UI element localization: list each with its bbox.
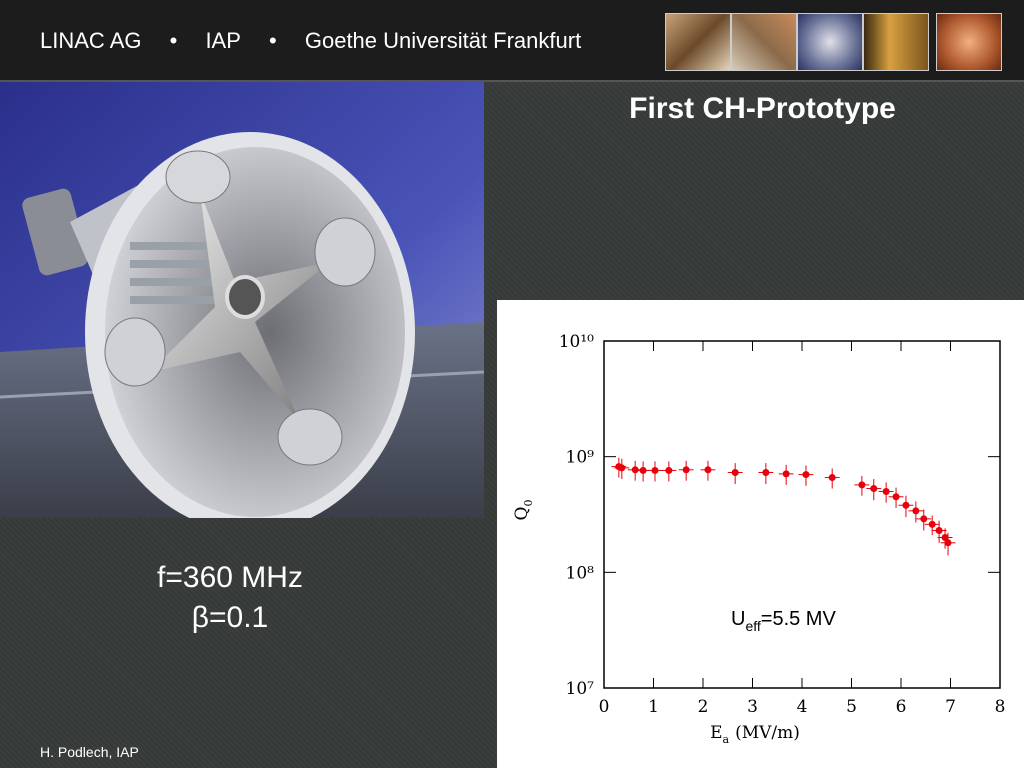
data-point [665, 466, 673, 474]
data-point [920, 515, 928, 523]
data-point [944, 539, 952, 547]
data-point [731, 468, 739, 476]
y-tick-label: 10¹⁰ [559, 332, 594, 352]
caption: f=360 MHz β=0.1 [90, 558, 370, 638]
data-point [639, 466, 647, 474]
data-point [704, 466, 712, 474]
header-text: LINAC AG • IAP • Goethe Universität Fran… [40, 28, 603, 54]
x-tick-label: 1 [648, 697, 659, 717]
x-tick-label: 5 [846, 697, 857, 717]
logo-image [731, 13, 797, 71]
data-point [651, 466, 659, 474]
data-point [870, 485, 878, 493]
header: LINAC AG • IAP • Goethe Universität Fran… [0, 0, 1024, 82]
prototype-photo [0, 82, 484, 518]
caption-line: f=360 MHz [157, 561, 303, 594]
data-point [902, 501, 910, 509]
logo-image [863, 13, 929, 71]
header-item: IAP [205, 28, 241, 53]
data-point [882, 487, 890, 495]
data-point [618, 464, 626, 472]
data-point [912, 507, 920, 515]
x-tick-label: 4 [797, 697, 808, 717]
logo-image [936, 13, 1002, 71]
logo-image [797, 13, 863, 71]
header-item: LINAC AG [40, 28, 142, 53]
annotation: Ueff=5.5 MV [731, 608, 836, 634]
chart: Ea (MV/m) Q0 Ueff=5.5 MV 0 1 2 3 4 5 6 7 8 10⁷ 10⁸ 1… [497, 300, 1024, 768]
chart-background [497, 300, 1024, 768]
x-tick-label: 8 [995, 697, 1006, 717]
data-point [928, 520, 936, 528]
data-point [782, 470, 790, 478]
data-point [682, 466, 690, 474]
data-point [892, 493, 900, 501]
data-point [762, 468, 770, 476]
data-point [941, 534, 949, 542]
y-tick-label: 10⁷ [566, 679, 595, 699]
x-tick-label: 3 [747, 697, 758, 717]
y-axis-label: Q0 [512, 500, 535, 521]
y-tick-label: 10⁸ [566, 563, 595, 583]
data-point [631, 466, 639, 474]
x-axis-label: Ea (MV/m) [710, 723, 800, 746]
data-point [935, 526, 943, 534]
data-point [858, 481, 866, 489]
data-point [802, 471, 810, 479]
caption-line: β=0.1 [191, 601, 269, 634]
data-point [828, 474, 836, 482]
y-tick-label: 10⁹ [566, 448, 595, 468]
slide-title: First CH-Prototype [629, 92, 896, 125]
footer: H. Podlech, IAP [40, 744, 139, 760]
x-tick-label: 0 [599, 697, 610, 717]
x-tick-label: 6 [896, 697, 907, 717]
x-tick-label: 2 [698, 697, 709, 717]
header-item: • [169, 28, 178, 53]
logo-image [665, 13, 731, 71]
x-tick-label: 7 [945, 697, 956, 717]
header-item: Goethe Universität Frankfurt [304, 28, 582, 53]
header-item: • [269, 28, 277, 53]
